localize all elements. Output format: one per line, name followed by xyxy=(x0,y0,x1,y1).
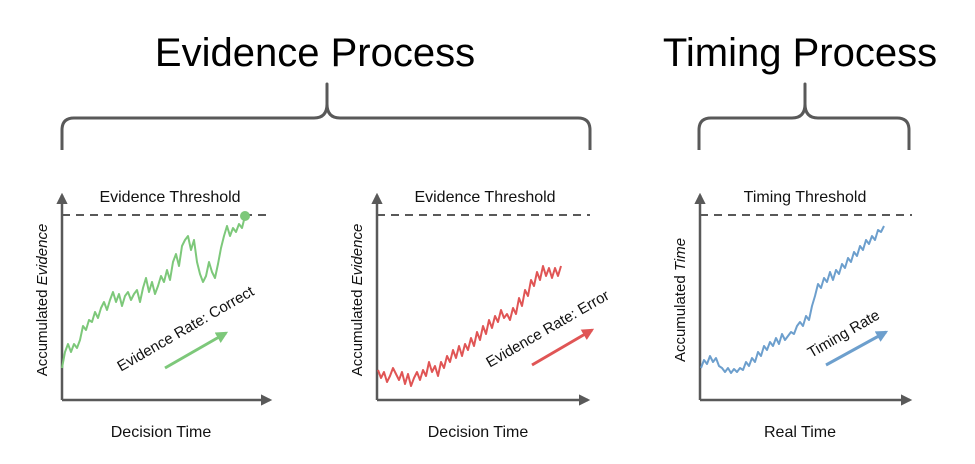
threshold-label: Evidence Threshold xyxy=(414,189,555,206)
y-axis-label: Accumulated Evidence xyxy=(349,224,366,377)
evidence-bracket xyxy=(60,82,592,150)
x-axis-label: Decision Time xyxy=(111,424,212,441)
evidence-process-title: Evidence Process xyxy=(155,31,475,75)
x-axis-label: Decision Time xyxy=(428,424,529,441)
y-axis-label: Accumulated Evidence xyxy=(34,224,51,377)
threshold-label: Timing Threshold xyxy=(744,189,867,206)
timing-trace xyxy=(700,225,885,374)
threshold-hit-dot xyxy=(240,211,250,221)
panel-timing: Timing Threshold Real Time Accumulated T… xyxy=(672,189,913,441)
threshold-label: Evidence Threshold xyxy=(99,189,240,206)
rate-label: Timing Rate xyxy=(805,307,883,362)
panel-evidence-error: Evidence Threshold Decision Time Accumul… xyxy=(349,189,612,441)
rate-label: Evidence Rate: Correct xyxy=(114,283,258,376)
y-axis-label: Accumulated Time xyxy=(672,238,689,362)
rate-label: Evidence Rate: Error xyxy=(483,287,612,371)
panel-evidence-correct: Evidence Threshold Decision Time Accumul… xyxy=(34,189,273,441)
timing-bracket xyxy=(697,82,911,150)
rate-arrow xyxy=(164,331,229,370)
timing-process-title: Timing Process xyxy=(663,31,937,75)
rate-arrow xyxy=(531,328,595,367)
evidence-trace-error xyxy=(377,265,562,387)
evidence-trace-correct xyxy=(61,215,246,369)
rate-arrow xyxy=(825,330,889,367)
x-axis-label: Real Time xyxy=(764,424,836,441)
